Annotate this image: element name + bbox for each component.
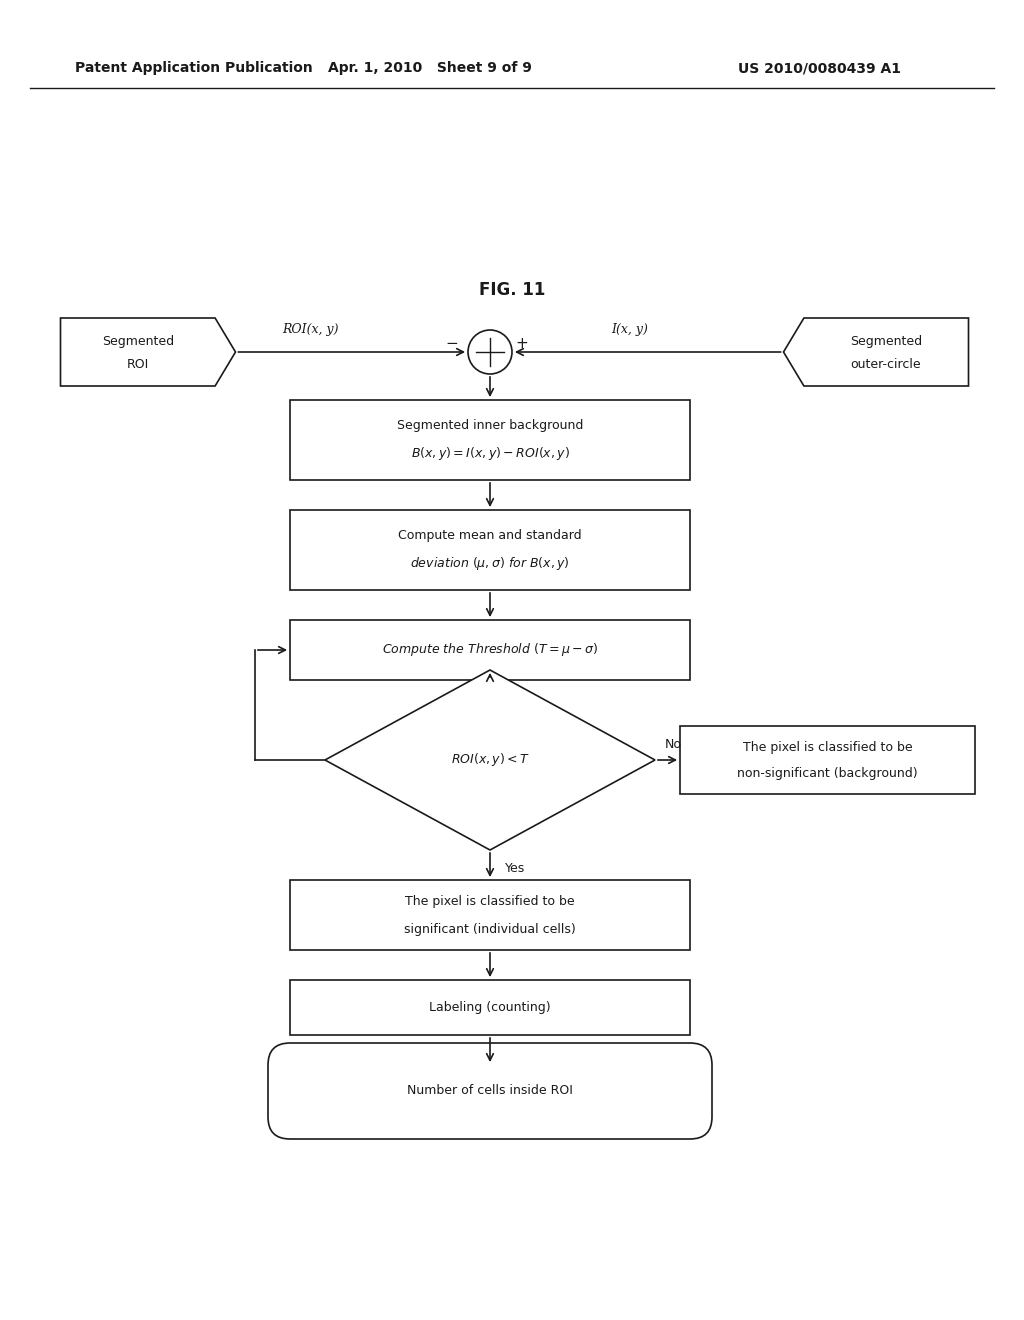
Bar xyxy=(290,979,690,1035)
Text: FIG. 11: FIG. 11 xyxy=(479,281,545,300)
Text: The pixel is classified to be: The pixel is classified to be xyxy=(742,741,912,754)
Bar xyxy=(290,620,690,680)
Text: Segmented inner background: Segmented inner background xyxy=(397,420,584,433)
Text: Labeling (counting): Labeling (counting) xyxy=(429,1001,551,1014)
Text: No: No xyxy=(665,738,682,751)
Text: Compute mean and standard: Compute mean and standard xyxy=(398,529,582,543)
Bar xyxy=(680,726,975,795)
Text: Segmented: Segmented xyxy=(102,335,174,348)
Text: Apr. 1, 2010   Sheet 9 of 9: Apr. 1, 2010 Sheet 9 of 9 xyxy=(328,61,531,75)
Text: Segmented: Segmented xyxy=(850,335,922,348)
Polygon shape xyxy=(325,671,655,850)
Polygon shape xyxy=(783,318,969,385)
FancyBboxPatch shape xyxy=(268,1043,712,1139)
Text: deviation $(\mu, \sigma)$ for $B(x, y)$: deviation $(\mu, \sigma)$ for $B(x, y)$ xyxy=(411,556,570,573)
Text: Number of cells inside ROI: Number of cells inside ROI xyxy=(408,1085,573,1097)
Text: I(x, y): I(x, y) xyxy=(611,323,648,337)
Text: ROI(x, y): ROI(x, y) xyxy=(282,323,338,337)
Text: Yes: Yes xyxy=(505,862,525,874)
Text: Patent Application Publication: Patent Application Publication xyxy=(75,61,312,75)
Bar xyxy=(290,880,690,950)
Text: ROI: ROI xyxy=(127,358,150,371)
Text: The pixel is classified to be: The pixel is classified to be xyxy=(406,895,574,908)
Text: significant (individual cells): significant (individual cells) xyxy=(404,923,575,936)
Circle shape xyxy=(468,330,512,374)
Text: Compute the Threshold $(T = \mu - \sigma)$: Compute the Threshold $(T = \mu - \sigma… xyxy=(382,642,598,659)
Text: $ROI(x, y) < T$: $ROI(x, y) < T$ xyxy=(451,751,529,768)
Bar xyxy=(290,510,690,590)
Bar xyxy=(290,400,690,480)
Polygon shape xyxy=(60,318,236,385)
Text: US 2010/0080439 A1: US 2010/0080439 A1 xyxy=(738,61,901,75)
Text: outer-circle: outer-circle xyxy=(851,358,922,371)
Text: non-significant (background): non-significant (background) xyxy=(737,767,918,780)
Text: $B(x,y) = I(x,y) - ROI(x,y)$: $B(x,y) = I(x,y) - ROI(x,y)$ xyxy=(411,446,569,462)
Text: −: − xyxy=(445,337,459,351)
Text: +: + xyxy=(516,337,528,351)
